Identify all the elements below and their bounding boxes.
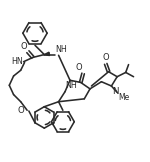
Text: N: N: [112, 87, 119, 96]
Polygon shape: [44, 52, 50, 56]
Text: O: O: [102, 53, 109, 62]
Text: O: O: [20, 42, 27, 51]
Text: HN: HN: [11, 57, 23, 66]
Text: O: O: [76, 63, 82, 72]
Text: NH: NH: [66, 81, 77, 90]
Text: Me: Me: [118, 93, 130, 102]
Text: O: O: [18, 106, 25, 115]
Text: NH: NH: [56, 45, 68, 54]
